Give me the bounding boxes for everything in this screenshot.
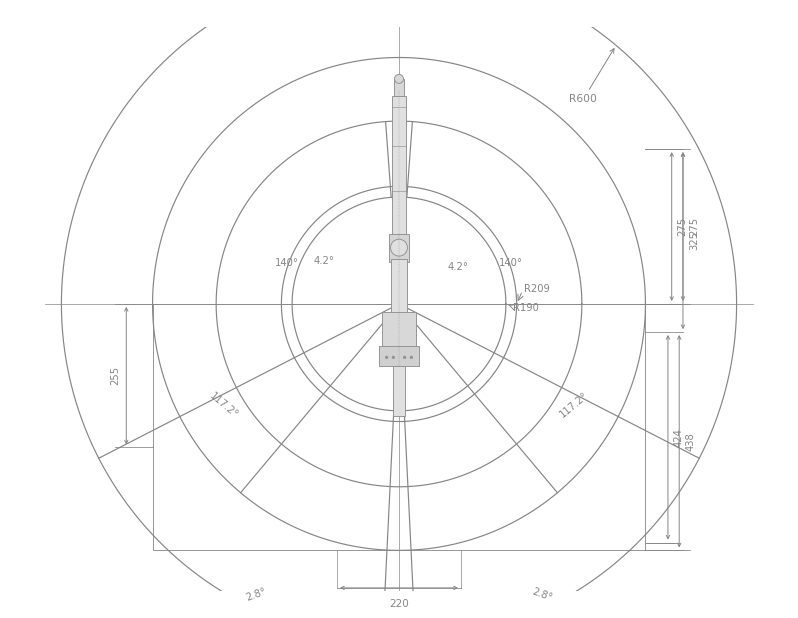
Bar <box>394 79 404 96</box>
Text: R190: R190 <box>513 303 539 313</box>
Text: R600: R600 <box>569 49 614 104</box>
Bar <box>391 259 407 315</box>
Text: 117.2°: 117.2° <box>207 391 239 420</box>
Text: 424: 424 <box>674 428 684 447</box>
Text: 2.8°: 2.8° <box>245 586 268 603</box>
Text: 255: 255 <box>110 366 120 385</box>
Text: 117.2°: 117.2° <box>559 391 591 420</box>
Text: 140°: 140° <box>499 258 523 268</box>
Text: 275: 275 <box>678 217 688 236</box>
Circle shape <box>392 356 395 359</box>
Text: 4.2°: 4.2° <box>314 256 334 266</box>
Bar <box>152 304 646 551</box>
Bar <box>379 346 419 366</box>
Circle shape <box>403 356 406 359</box>
Circle shape <box>410 356 413 359</box>
Text: 325: 325 <box>689 231 699 250</box>
Bar <box>393 96 405 237</box>
Circle shape <box>394 74 404 83</box>
Text: 275: 275 <box>689 217 699 236</box>
Text: 220: 220 <box>389 599 409 609</box>
Bar <box>389 234 409 262</box>
Text: 140°: 140° <box>275 258 299 268</box>
Text: 438: 438 <box>685 432 695 451</box>
Text: R209: R209 <box>524 284 550 294</box>
Text: 2.8°: 2.8° <box>530 586 553 603</box>
Text: 4.2°: 4.2° <box>448 261 468 271</box>
Circle shape <box>385 356 388 359</box>
Circle shape <box>390 239 408 256</box>
Bar <box>393 366 405 417</box>
Bar <box>382 312 416 349</box>
